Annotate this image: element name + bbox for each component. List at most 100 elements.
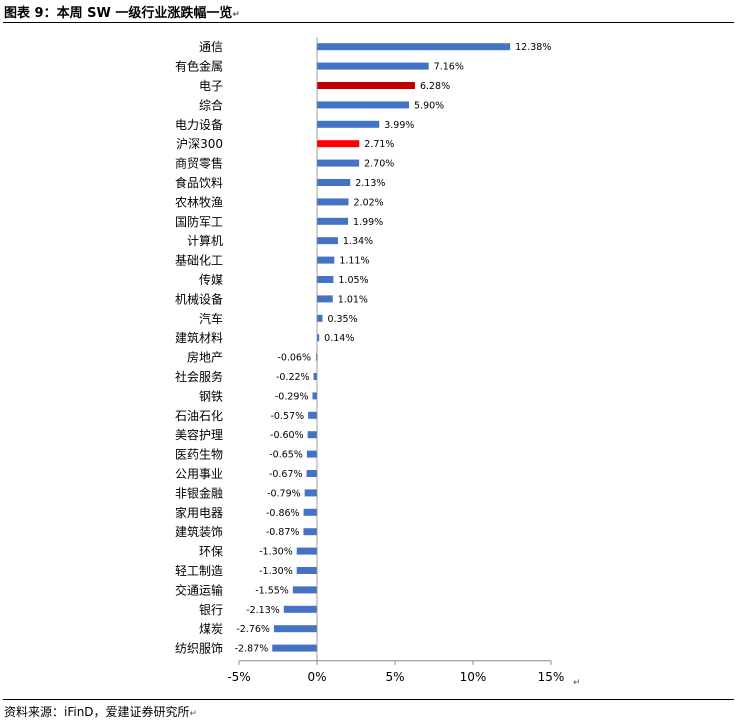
category-label: 非银金融 xyxy=(175,485,223,500)
bar-医药生物 xyxy=(306,450,317,458)
data-label: -0.22% xyxy=(276,372,310,383)
return-mark-icon: ↵ xyxy=(573,678,581,688)
bar-通信 xyxy=(317,43,511,51)
bar-沪深300 xyxy=(317,140,360,148)
data-label: 0.35% xyxy=(327,314,357,325)
category-label: 家用电器 xyxy=(175,505,223,520)
bar-综合 xyxy=(317,101,410,109)
data-label: -0.65% xyxy=(269,450,303,461)
data-label: -0.29% xyxy=(275,391,309,402)
data-label: -0.67% xyxy=(269,469,303,480)
category-label: 商贸零售 xyxy=(175,156,223,171)
bar-钢铁 xyxy=(312,392,317,400)
data-label: 12.38% xyxy=(515,42,551,53)
category-label: 电子 xyxy=(199,79,223,93)
bar-有色金属 xyxy=(317,62,429,70)
category-label: 沪深300 xyxy=(176,137,223,151)
data-label: -2.87% xyxy=(235,644,269,655)
bar-商贸零售 xyxy=(317,159,360,167)
bar-环保 xyxy=(296,547,317,555)
category-label: 医药生物 xyxy=(175,448,223,462)
data-label: -1.30% xyxy=(259,547,293,558)
category-label: 汽车 xyxy=(199,311,223,326)
category-label: 农林牧渔 xyxy=(175,195,223,209)
bar-美容护理 xyxy=(307,431,317,439)
data-label: 2.70% xyxy=(364,159,394,170)
data-label: -0.87% xyxy=(266,527,300,538)
category-label: 通信 xyxy=(199,40,223,54)
data-label: -2.76% xyxy=(236,624,270,635)
bar-电子 xyxy=(317,82,415,89)
figure-title: 图表 9：本周 SW 一级行业涨跌幅一览↵ xyxy=(4,2,240,21)
category-label: 综合 xyxy=(199,97,223,112)
x-tick-label: 0% xyxy=(307,670,326,684)
category-label: 食品饮料 xyxy=(175,175,223,190)
data-label: 6.28% xyxy=(420,81,450,92)
data-label: 2.71% xyxy=(364,139,394,150)
data-label: 1.01% xyxy=(338,294,368,305)
bar-交通运输 xyxy=(292,586,317,594)
x-tick-label: 10% xyxy=(460,670,487,684)
data-label: 1.05% xyxy=(338,275,368,286)
category-label: 传媒 xyxy=(199,272,223,287)
bar-chart: 通信 12.38% 有色金属 7.16% 电子 6.28% 综合 5.90% 电力设备 3.99%… xyxy=(175,37,581,688)
category-label: 国防军工 xyxy=(175,214,223,229)
bar-建筑材料 xyxy=(317,334,320,342)
category-label: 石油石化 xyxy=(175,409,223,423)
bar-农林牧渔 xyxy=(317,198,349,206)
data-label: -0.86% xyxy=(266,508,300,519)
return-mark-icon: ↵ xyxy=(189,709,198,719)
data-label: -0.79% xyxy=(267,488,301,499)
data-label: 2.13% xyxy=(355,178,385,189)
category-label: 交通运输 xyxy=(175,582,223,597)
data-label: 2.02% xyxy=(354,197,384,208)
data-label: 0.14% xyxy=(324,333,354,344)
data-label: 1.34% xyxy=(343,236,373,247)
category-label: 煤炭 xyxy=(199,622,223,636)
bar-非银金融 xyxy=(304,489,317,497)
bar-轻工制造 xyxy=(296,567,317,574)
bar-机械设备 xyxy=(317,295,333,303)
bar-建筑装饰 xyxy=(303,528,317,536)
data-label: -0.60% xyxy=(270,430,304,441)
return-mark-icon: ↵ xyxy=(232,10,240,20)
bar-计算机 xyxy=(317,237,338,245)
source-text: 资料来源：iFinD，爱建证券研究所 xyxy=(4,705,190,719)
bar-家用电器 xyxy=(303,508,317,516)
data-label: 1.11% xyxy=(339,256,369,267)
category-label: 建筑材料 xyxy=(175,330,223,345)
data-label: -0.06% xyxy=(277,353,311,364)
bar-纺织服饰 xyxy=(272,644,317,652)
category-label: 机械设备 xyxy=(175,291,223,306)
bar-公用事业 xyxy=(306,470,317,477)
data-label: -0.57% xyxy=(270,411,304,422)
category-label: 环保 xyxy=(199,545,223,559)
data-label: 7.16% xyxy=(434,62,464,73)
bar-传媒 xyxy=(317,276,334,283)
bar-煤炭 xyxy=(273,625,317,633)
category-label: 房地产 xyxy=(187,350,223,365)
source-note: 资料来源：iFinD，爱建证券研究所↵ xyxy=(4,703,197,720)
category-label: 社会服务 xyxy=(175,369,223,384)
x-tick-label: 5% xyxy=(385,670,404,684)
figure-title-text: 图表 9：本周 SW 一级行业涨跌幅一览 xyxy=(4,6,233,21)
category-label: 基础化工 xyxy=(175,254,223,268)
category-label: 公用事业 xyxy=(175,467,223,481)
category-label: 美容护理 xyxy=(175,427,223,442)
bar-基础化工 xyxy=(317,256,335,264)
bar-石油石化 xyxy=(308,411,317,419)
data-label: 5.90% xyxy=(414,100,444,111)
data-label: 3.99% xyxy=(384,120,414,131)
x-tick-label: 15% xyxy=(538,670,565,684)
bar-国防军工 xyxy=(317,217,349,225)
data-label: -1.30% xyxy=(259,566,293,577)
category-label: 轻工制造 xyxy=(175,564,223,578)
category-label: 建筑装饰 xyxy=(175,524,223,539)
bar-汽车 xyxy=(317,314,323,322)
bar-社会服务 xyxy=(313,373,317,380)
data-label: -1.55% xyxy=(255,585,289,596)
data-label: -2.13% xyxy=(246,605,280,616)
bar-电力设备 xyxy=(317,120,380,128)
category-label: 计算机 xyxy=(187,233,223,248)
data-label: 1.99% xyxy=(353,217,383,228)
